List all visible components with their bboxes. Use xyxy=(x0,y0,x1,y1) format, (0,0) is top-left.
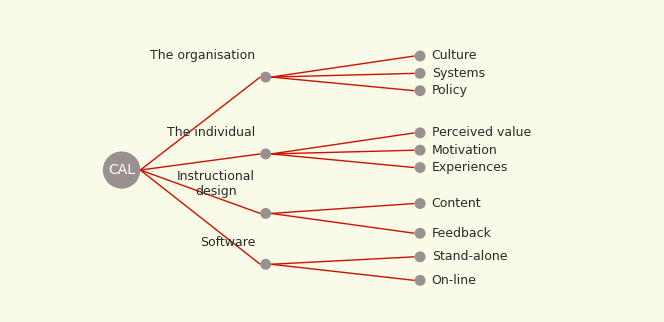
Ellipse shape xyxy=(414,68,426,79)
Text: On-line: On-line xyxy=(432,274,477,287)
Text: Instructional
design: Instructional design xyxy=(177,170,255,198)
Ellipse shape xyxy=(260,148,271,159)
Text: The individual: The individual xyxy=(167,126,255,138)
Text: Software: Software xyxy=(200,236,255,249)
Text: The organisation: The organisation xyxy=(150,49,255,62)
Text: Content: Content xyxy=(432,197,481,210)
Text: Feedback: Feedback xyxy=(432,227,491,240)
Text: Perceived value: Perceived value xyxy=(432,126,531,139)
Ellipse shape xyxy=(414,275,426,286)
Text: Stand-alone: Stand-alone xyxy=(432,250,507,263)
Ellipse shape xyxy=(103,151,140,189)
Ellipse shape xyxy=(414,51,426,62)
Ellipse shape xyxy=(414,198,426,209)
Ellipse shape xyxy=(260,259,271,270)
Text: CAL: CAL xyxy=(108,163,135,177)
Ellipse shape xyxy=(414,162,426,173)
Ellipse shape xyxy=(414,228,426,239)
Text: Systems: Systems xyxy=(432,67,485,80)
Ellipse shape xyxy=(414,145,426,156)
Text: Experiences: Experiences xyxy=(432,161,508,174)
Text: Culture: Culture xyxy=(432,50,477,62)
Ellipse shape xyxy=(414,251,426,262)
Text: Motivation: Motivation xyxy=(432,144,497,157)
Text: Policy: Policy xyxy=(432,84,467,97)
Ellipse shape xyxy=(414,85,426,96)
Ellipse shape xyxy=(414,128,426,138)
Ellipse shape xyxy=(260,208,271,219)
Ellipse shape xyxy=(260,71,271,82)
